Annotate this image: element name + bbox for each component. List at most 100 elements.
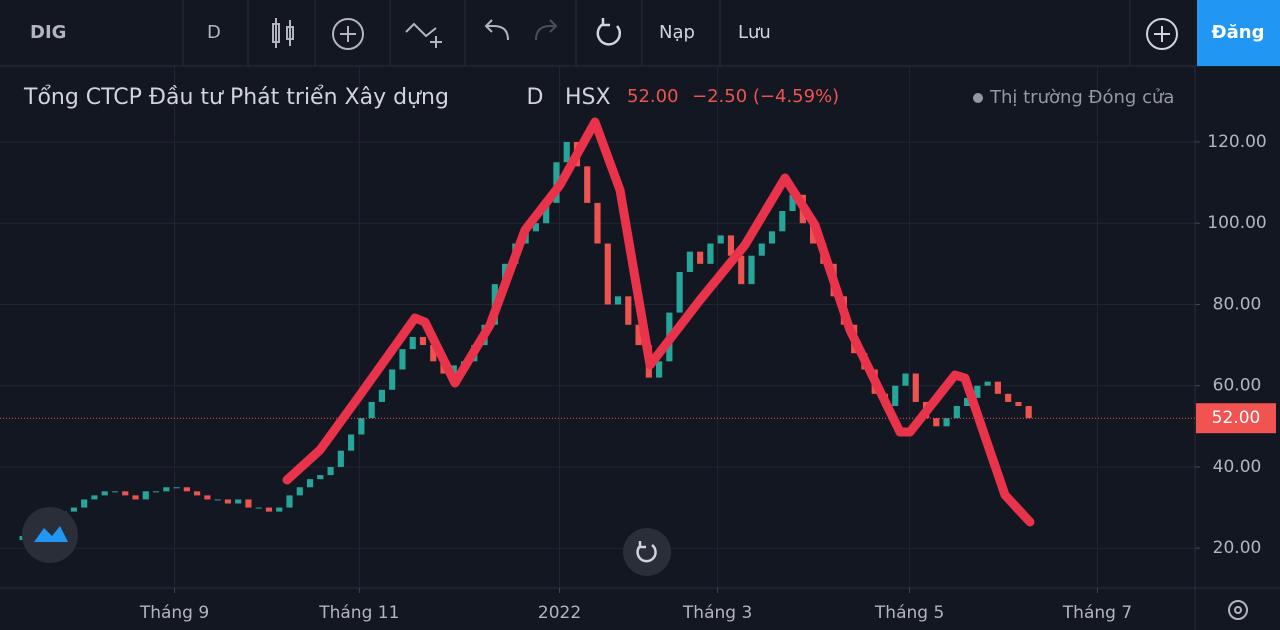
x-tick-label: Tháng 11 <box>318 603 399 623</box>
candle <box>964 397 971 407</box>
legend-change: −2.50 (−4.59%) <box>692 86 839 107</box>
candle <box>286 495 293 508</box>
candle <box>943 418 950 427</box>
x-tick-label: Tháng 9 <box>139 603 209 623</box>
candle <box>122 491 129 496</box>
candle <box>91 495 98 500</box>
candle <box>892 385 899 407</box>
save-button[interactable]: Lưu <box>738 22 771 43</box>
interval-button[interactable]: D <box>207 22 221 43</box>
candle <box>81 499 88 508</box>
candle <box>296 487 303 496</box>
candle <box>368 401 375 419</box>
candle <box>358 418 365 435</box>
candle <box>235 499 242 504</box>
candle <box>327 466 334 476</box>
candle <box>635 324 642 346</box>
candle <box>1005 393 1012 402</box>
legend-title: Tổng CTCP Đầu tư Phát triển Xây dựng <box>23 85 449 110</box>
undo-icon[interactable] <box>484 19 509 41</box>
candle <box>337 450 344 467</box>
x-tick-label: Tháng 7 <box>1062 603 1132 623</box>
candle <box>676 271 683 313</box>
candle <box>594 202 601 244</box>
candle <box>255 507 262 509</box>
candle <box>543 202 550 224</box>
candle <box>378 389 385 402</box>
market-status: Thị trường Đóng cửa <box>989 87 1174 108</box>
candle <box>389 369 396 390</box>
reset-icon[interactable] <box>596 18 622 46</box>
candle <box>142 491 149 500</box>
candle <box>953 406 960 419</box>
candle <box>306 479 314 488</box>
signup-label[interactable]: Đăng <box>1212 22 1265 43</box>
candle <box>686 251 693 272</box>
candle <box>974 385 981 398</box>
candle <box>584 166 591 203</box>
candle <box>614 296 622 305</box>
toolbar <box>0 0 1280 66</box>
redo-icon[interactable] <box>535 19 558 41</box>
reset-view-button[interactable] <box>623 528 671 576</box>
y-tick-label: 120.00 <box>1207 132 1266 152</box>
legend-exchange: HSX <box>565 85 611 110</box>
candle <box>399 349 406 370</box>
candle <box>276 507 283 512</box>
logo-mark <box>34 526 68 542</box>
candle <box>532 223 539 232</box>
candle <box>768 231 776 244</box>
candle <box>779 211 786 232</box>
candle <box>101 491 108 496</box>
candle <box>214 499 221 501</box>
candle <box>152 491 160 493</box>
last-price-label: 52.00 <box>1212 408 1261 428</box>
candle <box>789 194 796 212</box>
candle <box>738 255 745 285</box>
x-tick-label: Tháng 5 <box>874 603 944 623</box>
candle <box>430 345 437 362</box>
candle <box>348 434 355 451</box>
candle <box>173 487 180 489</box>
candle <box>984 381 991 386</box>
indicator-icon[interactable] <box>332 18 364 50</box>
candle <box>111 491 119 493</box>
x-tick-label: Tháng 3 <box>682 603 752 623</box>
add-icon[interactable] <box>1146 18 1178 50</box>
legend-interval: D <box>527 85 544 110</box>
candle <box>194 491 201 496</box>
candle <box>183 487 190 492</box>
symbol[interactable]: DIG <box>30 22 66 43</box>
y-tick-label: 40.00 <box>1213 457 1262 477</box>
candle <box>604 243 611 305</box>
y-tick-label: 80.00 <box>1213 294 1262 314</box>
candle <box>748 255 755 285</box>
load-button[interactable]: Nạp <box>659 22 695 43</box>
chart-type-icon[interactable] <box>272 18 294 48</box>
candle <box>224 499 231 504</box>
candle <box>317 475 324 480</box>
last-price-tag <box>1196 403 1276 434</box>
candle <box>656 361 663 378</box>
reset-view-icon <box>636 541 657 563</box>
hand-drawn-annotation <box>282 117 1035 527</box>
candle <box>265 507 273 512</box>
candle <box>132 495 139 500</box>
candle <box>419 336 427 346</box>
candle <box>1015 401 1022 407</box>
candle <box>912 373 919 402</box>
compare-icon[interactable] <box>405 22 442 48</box>
status-dot <box>973 93 983 103</box>
signup-button[interactable] <box>1197 0 1280 66</box>
y-tick-label: 100.00 <box>1207 213 1266 233</box>
candle <box>625 296 632 325</box>
x-tick-label: 2022 <box>538 603 581 623</box>
settings-icon[interactable] <box>1228 600 1248 620</box>
candle <box>994 381 1001 394</box>
candle <box>758 243 765 256</box>
candle <box>727 235 735 256</box>
y-tick-label: 20.00 <box>1213 538 1262 558</box>
candle <box>450 365 457 374</box>
